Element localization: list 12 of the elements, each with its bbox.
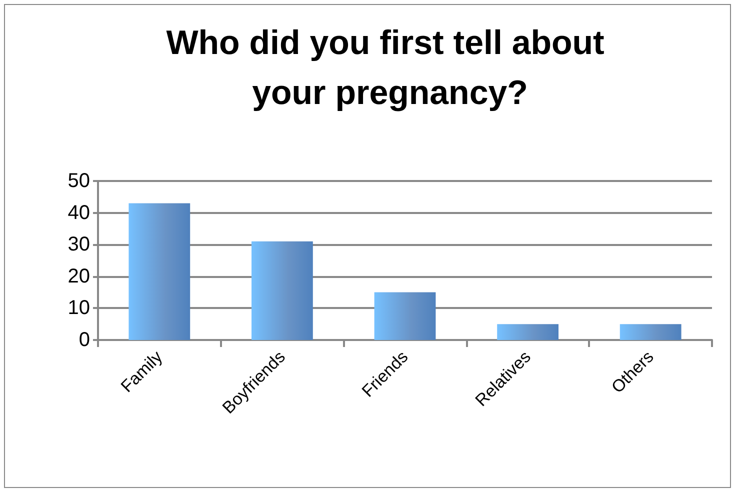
y-tick-label: 20 — [68, 265, 90, 288]
bar — [252, 241, 313, 340]
y-tick-label: 30 — [68, 234, 90, 256]
y-tick-label: 40 — [68, 202, 90, 224]
y-tick-label: 50 — [68, 170, 90, 192]
chart-title: Who did you first tell about your pregnancy? — [166, 24, 614, 112]
bar — [620, 324, 682, 340]
y-tick-label: 10 — [68, 297, 90, 320]
bar — [128, 203, 190, 340]
bar — [374, 292, 436, 340]
bar — [497, 324, 558, 340]
y-tick-label: 0 — [78, 329, 90, 351]
